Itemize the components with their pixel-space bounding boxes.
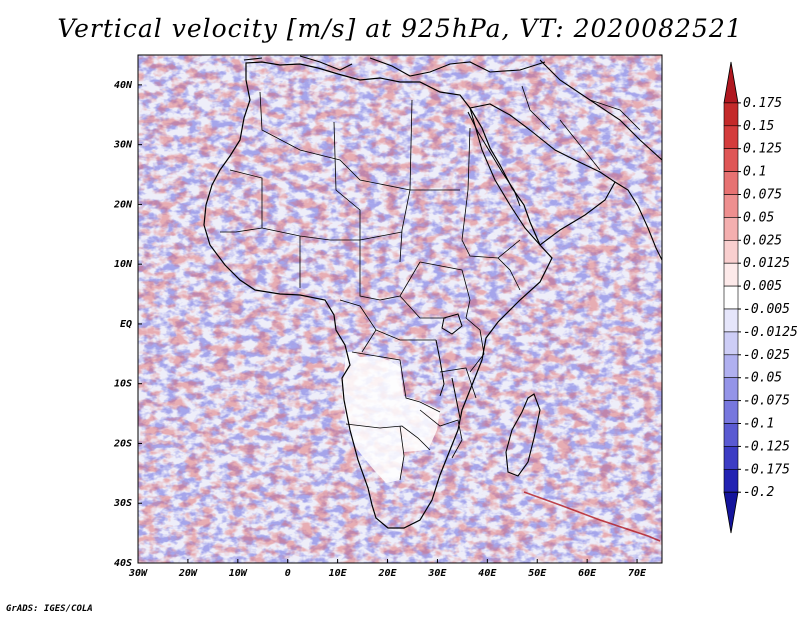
- x-tick-label: 20W: [178, 568, 198, 579]
- dry-region: [342, 352, 440, 483]
- colorbar-label: -0.0125: [743, 325, 798, 340]
- colorbar-label: -0.005: [743, 302, 790, 317]
- colorbar-label: 0.1: [743, 165, 766, 180]
- y-tick-label: 10N: [114, 259, 133, 270]
- x-tick-label: 10W: [229, 568, 248, 579]
- red-sea: [467, 111, 521, 207]
- europe-coastline: [243, 55, 546, 77]
- colorbar: 0.175 0.15 0.125 0.1 0.075 0.05 0.025 0.0125 0.0…: [723, 61, 798, 534]
- x-tick-label: 30E: [427, 568, 447, 579]
- india-coastline: [614, 181, 662, 261]
- colorbar-box: [723, 400, 739, 424]
- colorbar-bottom-arrow: [723, 491, 739, 534]
- africa-coastline: [203, 61, 553, 529]
- ascent-streak: [523, 491, 661, 542]
- x-tick-label: 50E: [528, 568, 547, 579]
- colorbar-box: [723, 217, 739, 241]
- colorbar-label: 0.175: [743, 96, 782, 111]
- x-tick-label: 60E: [578, 568, 597, 579]
- y-tick-label: 40S: [114, 558, 132, 569]
- country-borders: [220, 85, 641, 481]
- colorbar-box: [723, 331, 739, 356]
- colorbar-box: [723, 240, 739, 264]
- colorbar-label: -0.025: [743, 348, 790, 363]
- lake-malawi: [451, 377, 461, 419]
- colorbar-box: [723, 468, 739, 493]
- colorbar-label: -0.125: [743, 439, 790, 454]
- y-tick-label: 20S: [113, 438, 132, 449]
- colorbar-box: [723, 148, 739, 172]
- colorbar-top-arrow: [723, 61, 739, 104]
- grads-credit: GrADS: IGES/COLA: [6, 604, 93, 614]
- colorbar-label: -0.075: [743, 394, 790, 409]
- x-tick-label: 10E: [329, 568, 348, 579]
- y-axis: 40S 30S 20S 10S EQ 10N 20N 30N 40N: [113, 80, 142, 569]
- colorbar-box: [723, 262, 739, 287]
- colorbar-box: [723, 125, 739, 150]
- x-tick-label: 40E: [478, 568, 497, 579]
- colorbar-box: [723, 285, 739, 310]
- colorbar-box: [723, 446, 739, 470]
- plot-frame: [137, 54, 663, 564]
- colorbar-label: 0.15: [743, 119, 774, 134]
- colorbar-label: 0.125: [743, 142, 782, 157]
- map-title: Vertical velocity [m/s] at 925hPa, VT: 2…: [57, 14, 743, 43]
- colorbar-box: [723, 308, 739, 333]
- y-tick-label: 30S: [113, 498, 132, 509]
- colorbar-box: [723, 194, 739, 218]
- colorbar-label: 0.05: [743, 210, 774, 225]
- x-tick-label: 30W: [128, 568, 148, 579]
- x-tick-label: 0: [285, 568, 291, 579]
- colorbar-label: -0.175: [743, 462, 790, 477]
- x-axis: 30W 20W 10W 0 10E 20E 30E 40E 50E 60E 70E: [128, 559, 647, 579]
- colorbar-box: [723, 377, 739, 401]
- colorbar-label: 0.075: [743, 188, 782, 203]
- y-tick-label: 30N: [113, 140, 133, 151]
- colorbar-box: [723, 171, 739, 195]
- colorbar-label: -0.1: [743, 417, 774, 432]
- x-tick-label: 70E: [628, 568, 647, 579]
- arabia-coastline: [469, 103, 616, 246]
- madagascar-coastline: [505, 393, 541, 477]
- x-tick-label: 20E: [377, 568, 397, 579]
- colorbar-label: 0.005: [743, 279, 782, 294]
- colorbar-box: [723, 354, 739, 378]
- colorbar-box: [723, 102, 739, 127]
- velocity-field: [138, 55, 662, 563]
- colorbar-label: 0.0125: [743, 256, 790, 271]
- y-tick-label: 10S: [114, 379, 132, 390]
- colorbar-label: -0.05: [743, 371, 782, 386]
- y-tick-label: 40N: [114, 80, 133, 91]
- y-tick-label: EQ: [120, 319, 132, 330]
- ascent-texture: [138, 55, 662, 563]
- colorbar-label: -0.2: [743, 485, 774, 500]
- middle-east-coast: [539, 59, 662, 161]
- lake-victoria: [441, 313, 463, 335]
- y-tick-label: 20N: [113, 199, 133, 210]
- colorbar-box: [723, 423, 739, 447]
- colorbar-label: 0.025: [743, 233, 782, 248]
